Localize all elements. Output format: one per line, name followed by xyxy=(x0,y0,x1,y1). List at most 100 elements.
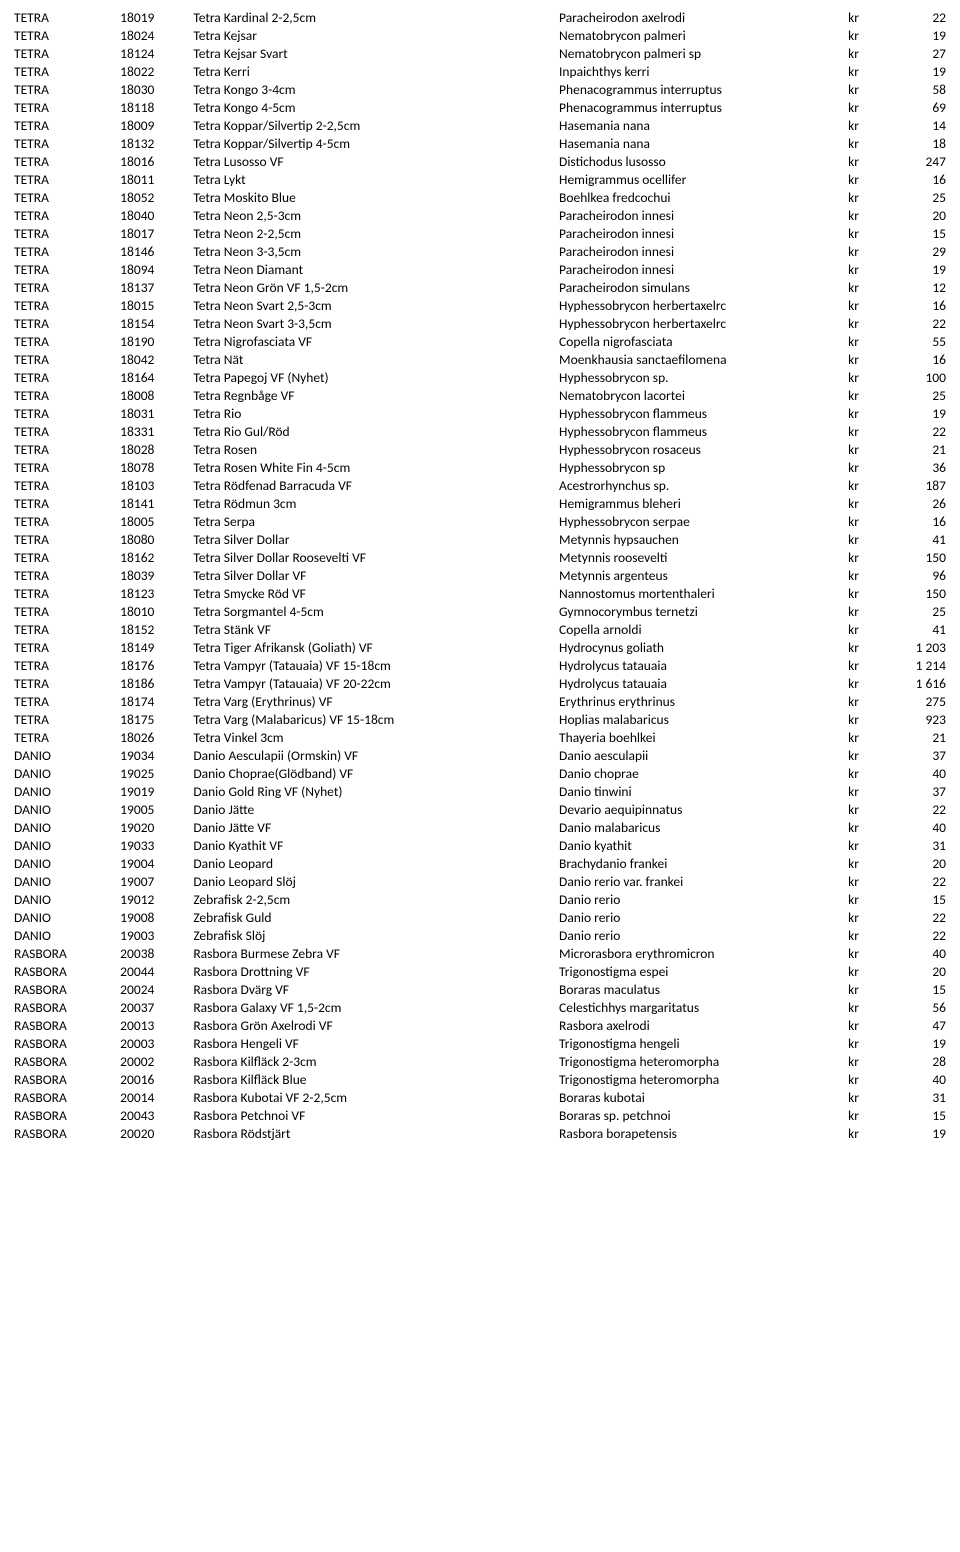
cell-currency: kr xyxy=(848,1106,881,1124)
cell-price: 96 xyxy=(881,566,946,584)
cell-currency: kr xyxy=(848,548,881,566)
cell-price: 15 xyxy=(881,980,946,998)
cell-price: 27 xyxy=(881,44,946,62)
cell-name: Tetra Varg (Malabaricus) VF 15-18cm xyxy=(193,710,559,728)
cell-name: Danio Aesculapii (Ormskin) VF xyxy=(193,746,559,764)
cell-scientific: Danio tinwini xyxy=(559,782,848,800)
table-row: TETRA18080Tetra Silver DollarMetynnis hy… xyxy=(14,530,946,548)
cell-price: 16 xyxy=(881,170,946,188)
cell-category: TETRA xyxy=(14,278,120,296)
cell-code: 18175 xyxy=(120,710,193,728)
cell-name: Tetra Moskito Blue xyxy=(193,188,559,206)
cell-code: 20024 xyxy=(120,980,193,998)
table-row: TETRA18146Tetra Neon 3-3,5cmParacheirodo… xyxy=(14,242,946,260)
cell-scientific: Copella arnoldi xyxy=(559,620,848,638)
cell-category: RASBORA xyxy=(14,944,120,962)
cell-code: 18008 xyxy=(120,386,193,404)
cell-price: 19 xyxy=(881,26,946,44)
cell-price: 22 xyxy=(881,908,946,926)
cell-category: RASBORA xyxy=(14,1052,120,1070)
cell-price: 28 xyxy=(881,1052,946,1070)
cell-name: Tetra Rio xyxy=(193,404,559,422)
cell-currency: kr xyxy=(848,134,881,152)
cell-category: TETRA xyxy=(14,332,120,350)
cell-currency: kr xyxy=(848,386,881,404)
cell-code: 18078 xyxy=(120,458,193,476)
cell-price: 22 xyxy=(881,422,946,440)
cell-name: Tetra Rödfenad Barracuda VF xyxy=(193,476,559,494)
cell-code: 19019 xyxy=(120,782,193,800)
table-row: TETRA18137Tetra Neon Grön VF 1,5-2cmPara… xyxy=(14,278,946,296)
cell-category: TETRA xyxy=(14,530,120,548)
cell-currency: kr xyxy=(848,980,881,998)
cell-code: 18124 xyxy=(120,44,193,62)
cell-code: 18141 xyxy=(120,494,193,512)
cell-currency: kr xyxy=(848,890,881,908)
cell-category: DANIO xyxy=(14,836,120,854)
cell-scientific: Danio kyathit xyxy=(559,836,848,854)
cell-price: 12 xyxy=(881,278,946,296)
table-row: TETRA18094Tetra Neon DiamantParacheirodo… xyxy=(14,260,946,278)
cell-currency: kr xyxy=(848,656,881,674)
cell-currency: kr xyxy=(848,188,881,206)
table-row: DANIO19007Danio Leopard SlöjDanio rerio … xyxy=(14,872,946,890)
cell-name: Tetra Lusosso VF xyxy=(193,152,559,170)
cell-name: Tetra Nät xyxy=(193,350,559,368)
cell-category: TETRA xyxy=(14,458,120,476)
cell-currency: kr xyxy=(848,512,881,530)
cell-price: 25 xyxy=(881,386,946,404)
cell-scientific: Erythrinus erythrinus xyxy=(559,692,848,710)
cell-code: 18030 xyxy=(120,80,193,98)
cell-name: Danio Leopard Slöj xyxy=(193,872,559,890)
cell-currency: kr xyxy=(848,800,881,818)
cell-code: 18031 xyxy=(120,404,193,422)
table-row: TETRA18174Tetra Varg (Erythrinus) VFEryt… xyxy=(14,692,946,710)
cell-price: 22 xyxy=(881,314,946,332)
cell-code: 18186 xyxy=(120,674,193,692)
cell-name: Rasbora Kilfläck 2-3cm xyxy=(193,1052,559,1070)
cell-name: Rasbora Galaxy VF 1,5-2cm xyxy=(193,998,559,1016)
cell-category: DANIO xyxy=(14,782,120,800)
cell-category: DANIO xyxy=(14,800,120,818)
table-row: RASBORA20037Rasbora Galaxy VF 1,5-2cmCel… xyxy=(14,998,946,1016)
cell-code: 18039 xyxy=(120,566,193,584)
cell-code: 18042 xyxy=(120,350,193,368)
cell-currency: kr xyxy=(848,638,881,656)
table-row: TETRA18123Tetra Smycke Röd VFNannostomus… xyxy=(14,584,946,602)
cell-currency: kr xyxy=(848,1088,881,1106)
cell-price: 37 xyxy=(881,746,946,764)
cell-scientific: Hemigrammus bleheri xyxy=(559,494,848,512)
cell-currency: kr xyxy=(848,44,881,62)
cell-currency: kr xyxy=(848,62,881,80)
cell-scientific: Microrasbora erythromicron xyxy=(559,944,848,962)
cell-scientific: Hyphessobrycon herbertaxelrc xyxy=(559,314,848,332)
cell-name: Tetra Neon 3-3,5cm xyxy=(193,242,559,260)
cell-scientific: Trigonostigma espei xyxy=(559,962,848,980)
cell-scientific: Rasbora borapetensis xyxy=(559,1124,848,1142)
cell-category: RASBORA xyxy=(14,1070,120,1088)
cell-category: TETRA xyxy=(14,206,120,224)
cell-name: Tetra Varg (Erythrinus) VF xyxy=(193,692,559,710)
cell-currency: kr xyxy=(848,674,881,692)
cell-scientific: Danio choprae xyxy=(559,764,848,782)
cell-category: TETRA xyxy=(14,26,120,44)
cell-code: 19003 xyxy=(120,926,193,944)
cell-scientific: Nannostomus mortenthaleri xyxy=(559,584,848,602)
cell-name: Tetra Papegoj VF (Nyhet) xyxy=(193,368,559,386)
cell-code: 18146 xyxy=(120,242,193,260)
cell-category: TETRA xyxy=(14,350,120,368)
cell-price: 41 xyxy=(881,620,946,638)
cell-name: Tetra Regnbåge VF xyxy=(193,386,559,404)
cell-code: 19020 xyxy=(120,818,193,836)
cell-scientific: Hemigrammus ocellifer xyxy=(559,170,848,188)
cell-code: 20038 xyxy=(120,944,193,962)
cell-price: 40 xyxy=(881,764,946,782)
cell-price: 19 xyxy=(881,404,946,422)
cell-scientific: Metynnis roosevelti xyxy=(559,548,848,566)
cell-name: Tetra Kejsar Svart xyxy=(193,44,559,62)
cell-currency: kr xyxy=(848,278,881,296)
cell-price: 150 xyxy=(881,548,946,566)
cell-code: 18174 xyxy=(120,692,193,710)
cell-code: 20016 xyxy=(120,1070,193,1088)
cell-currency: kr xyxy=(848,440,881,458)
